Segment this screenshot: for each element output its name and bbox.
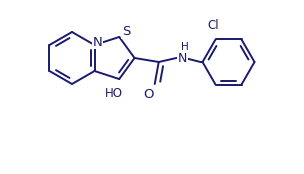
Text: O: O	[143, 88, 154, 101]
Text: S: S	[122, 25, 130, 38]
Text: Cl: Cl	[208, 19, 219, 32]
Text: HO: HO	[105, 86, 123, 100]
Text: H: H	[181, 42, 188, 52]
Text: N: N	[178, 52, 187, 65]
Text: N: N	[93, 35, 102, 49]
